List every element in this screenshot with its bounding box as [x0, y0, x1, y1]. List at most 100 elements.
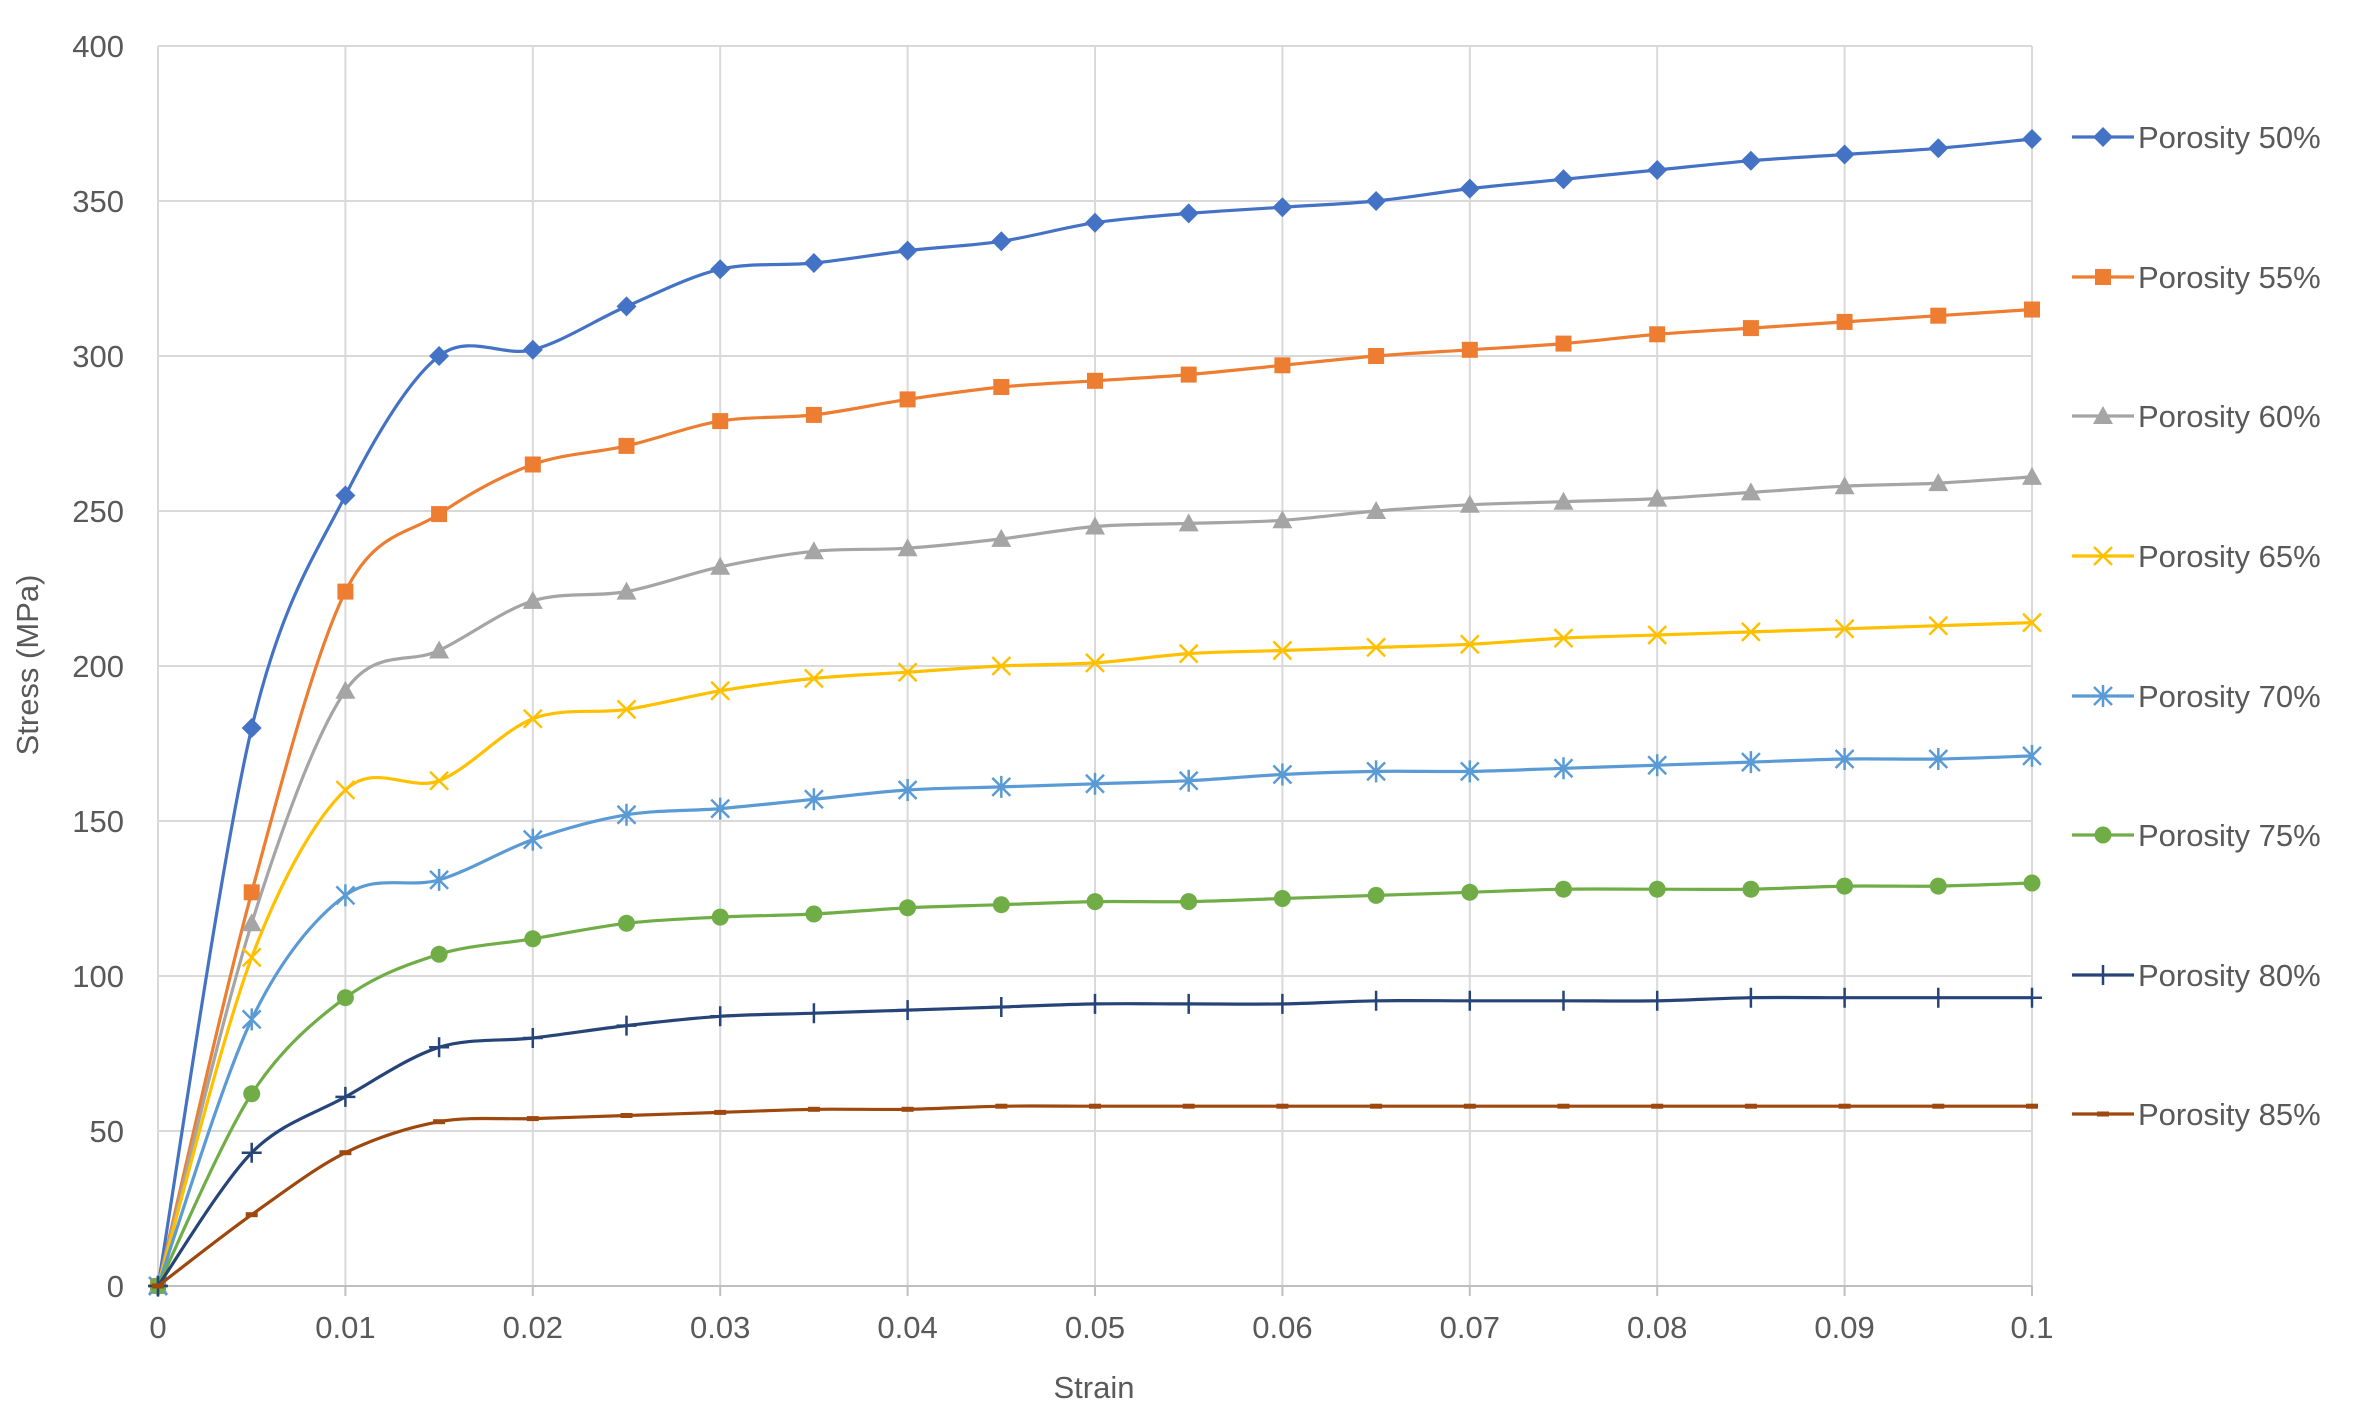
data-point: [616, 699, 637, 720]
data-point: [1740, 987, 1761, 1008]
data-point: [1461, 883, 1479, 901]
data-point: [1928, 748, 1949, 770]
data-point: [710, 1006, 731, 1027]
y-tick-label: 400: [72, 29, 124, 64]
legend-label: Porosity 75%: [2138, 818, 2321, 853]
data-point: [1836, 313, 1853, 330]
data-point: [243, 1085, 261, 1103]
x-tick-label: 0.02: [503, 1310, 563, 1345]
data-point: [1273, 890, 1291, 907]
data-point: [1366, 760, 1386, 783]
data-point: [897, 662, 918, 683]
data-point: [335, 1086, 356, 1107]
legend-item: Porosity 65%: [2072, 539, 2321, 574]
data-point: [1089, 1103, 1101, 1109]
data-point: [1744, 1103, 1757, 1109]
data-point: [897, 538, 918, 557]
data-point: [522, 828, 543, 851]
series-line: [156, 881, 2033, 1287]
data-point: [524, 456, 541, 473]
legend-item: Porosity 50%: [2072, 120, 2321, 155]
data-point: [1555, 880, 1572, 898]
data-point: [1651, 1103, 1664, 1109]
data-point: [1085, 653, 1105, 673]
data-point: [429, 640, 450, 659]
legend: Porosity 50% Porosity 55% Porosity 60% Poro…: [2072, 120, 2321, 1132]
data-point: [241, 1142, 262, 1163]
data-point: [1928, 138, 1949, 159]
data-point: [245, 1212, 258, 1218]
data-point: [1463, 1103, 1476, 1109]
data-point: [710, 259, 731, 280]
data-point: [1370, 1103, 1383, 1109]
data-point: [1366, 501, 1387, 519]
legend-item: Porosity 75%: [2072, 818, 2321, 853]
data-point: [429, 346, 450, 366]
data-point: [712, 413, 729, 430]
data-point: [1459, 494, 1480, 513]
data-point: [1834, 476, 1855, 495]
data-point: [1366, 990, 1387, 1011]
data-point: [1742, 320, 1759, 337]
data-point: [1085, 212, 1105, 233]
x-tick-label: 0.09: [1814, 1310, 1874, 1345]
data-point: [710, 797, 731, 820]
data-point: [2022, 744, 2042, 767]
legend-label: Porosity 50%: [2138, 120, 2321, 155]
data-point: [1741, 751, 1761, 774]
data-point: [991, 997, 1012, 1017]
legend-marker: [2093, 965, 2113, 985]
data-point: [1459, 990, 1480, 1011]
data-point: [241, 1008, 262, 1031]
data-point: [616, 581, 637, 600]
data-point: [1553, 491, 1574, 510]
data-point: [430, 945, 448, 963]
data-point: [524, 930, 542, 948]
data-point: [431, 506, 448, 523]
data-point: [1085, 772, 1105, 795]
x-tick-label: 0.03: [690, 1310, 750, 1345]
series-porosity-65-: [148, 612, 2042, 1296]
data-point: [995, 1103, 1008, 1109]
data-point: [1647, 990, 1668, 1011]
x-tick-label: 0.06: [1252, 1310, 1312, 1345]
legend-item: Porosity 80%: [2072, 958, 2321, 993]
x-tick-label: 0.04: [877, 1310, 937, 1345]
data-point: [2022, 466, 2042, 485]
data-point: [339, 1150, 352, 1156]
y-tick-label: 250: [72, 494, 124, 529]
data-point: [1368, 348, 1385, 364]
x-tick-label: 0.05: [1065, 1310, 1125, 1345]
data-point: [429, 770, 449, 791]
data-point: [2022, 129, 2042, 149]
data-point: [901, 1106, 914, 1112]
data-point: [1178, 513, 1199, 532]
data-point: [804, 788, 824, 811]
data-point: [1834, 618, 1855, 639]
data-point: [335, 884, 356, 907]
x-tick-label: 0.01: [315, 1310, 375, 1345]
data-point: [1553, 628, 1574, 648]
data-point: [1555, 335, 1572, 352]
data-point: [1928, 473, 1949, 492]
legend-marker: [2095, 269, 2111, 285]
data-point: [1929, 877, 1947, 895]
data-point: [1272, 993, 1293, 1014]
x-tick-label: 0: [149, 1310, 166, 1345]
data-point: [991, 656, 1012, 676]
data-point: [710, 556, 731, 575]
legend-marker: [2097, 1111, 2109, 1117]
data-point: [2026, 1103, 2038, 1109]
series-porosity-50-: [148, 129, 2042, 1296]
legend-label: Porosity 55%: [2138, 260, 2321, 295]
data-point: [1087, 372, 1103, 389]
data-point: [429, 1037, 450, 1058]
data-point: [1272, 640, 1293, 661]
data-point: [522, 590, 543, 609]
data-point: [616, 803, 637, 826]
data-point: [620, 1113, 633, 1118]
data-point: [522, 1028, 543, 1048]
data-point: [429, 868, 449, 891]
data-point: [1459, 178, 1480, 199]
series-porosity-80-: [148, 987, 2042, 1296]
